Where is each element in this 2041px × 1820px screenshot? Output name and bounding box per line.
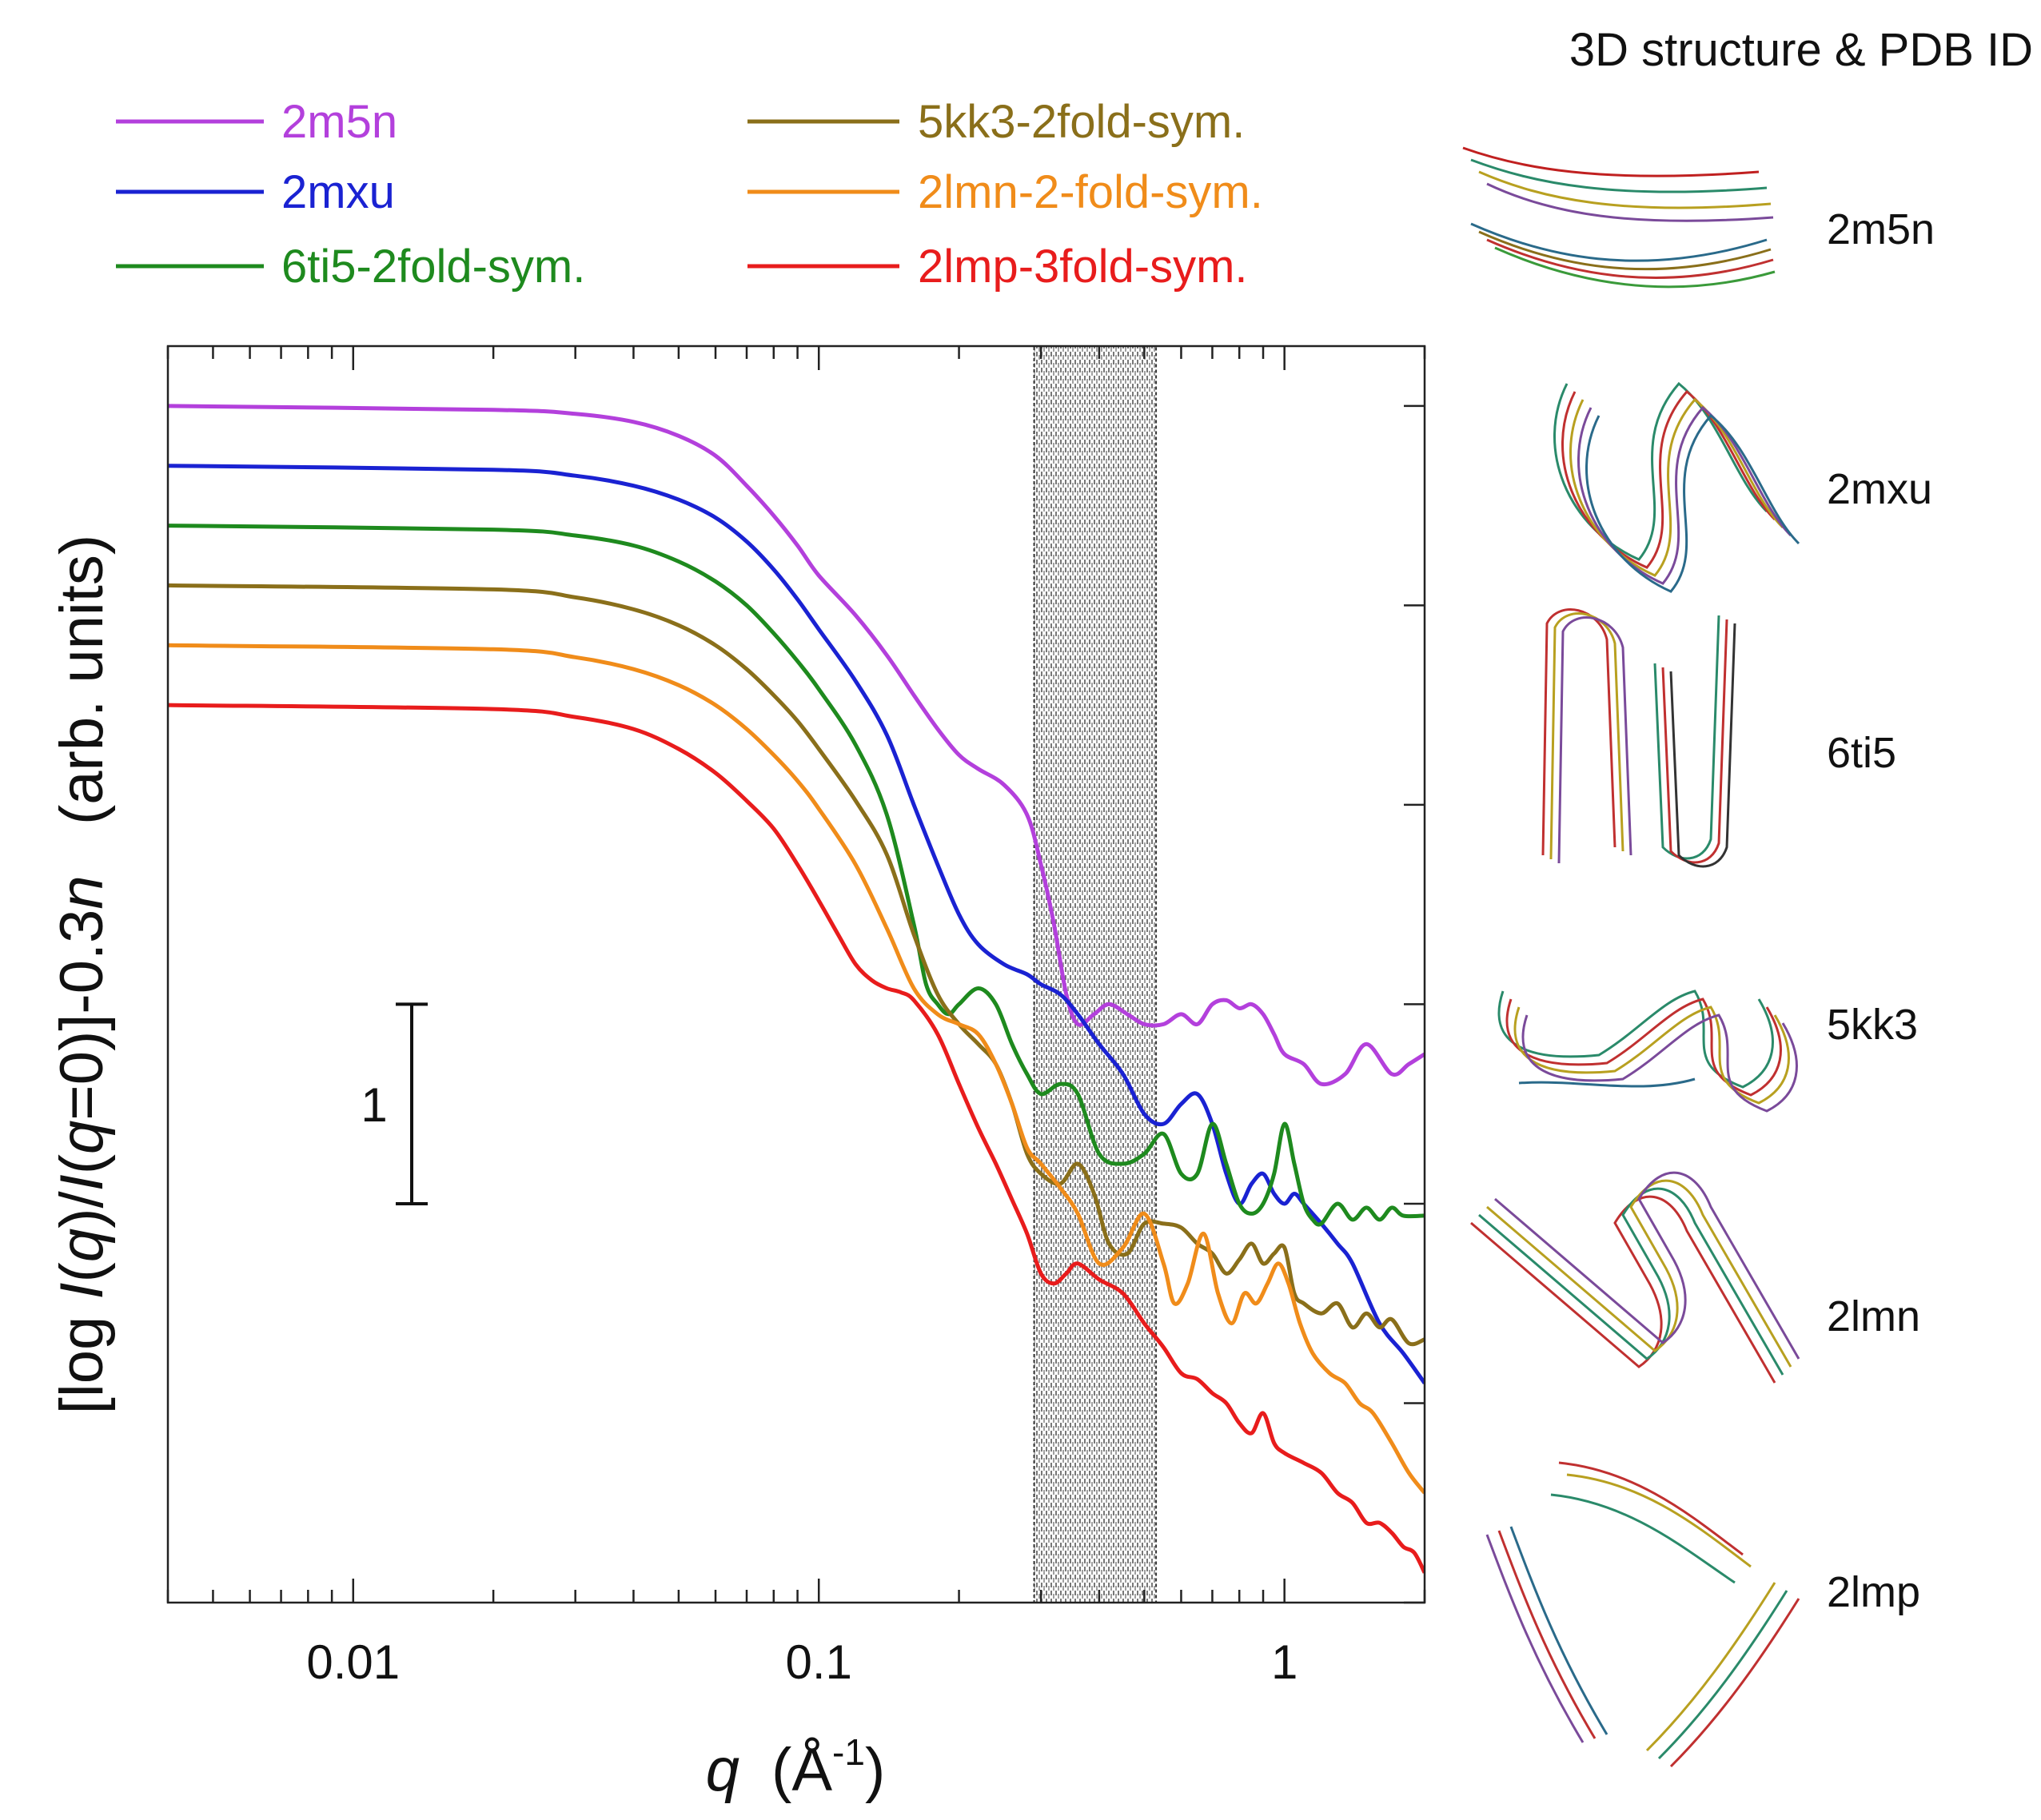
x-tick-labels: 0.01 0.1 1 <box>306 1635 1298 1689</box>
structure-label: 6ti5 <box>1827 729 1896 777</box>
ribbon-image <box>1470 1171 1800 1384</box>
legend-label: 6ti5-2fold-sym. <box>281 241 585 293</box>
plot-frame <box>166 344 1426 1604</box>
structure-label: 2m5n <box>1827 205 1935 253</box>
ribbon-image <box>1553 381 1800 593</box>
ribbon-image <box>1497 990 1798 1113</box>
x-tick-label: 0.1 <box>786 1635 852 1689</box>
x-tick-label: 1 <box>1271 1635 1298 1689</box>
legend-label: 2lmp-3fold-sym. <box>918 241 1248 293</box>
legend: 2m5n 2mxu 6ti5-2fold-sym. 5kk3-2fold-sym… <box>116 96 1263 293</box>
structure-label: 2mxu <box>1827 465 1932 513</box>
shaded-q-region <box>1033 345 1158 1603</box>
legend-label: 5kk3-2fold-sym. <box>918 96 1245 148</box>
series-line-2lmn <box>168 643 1425 1495</box>
legend-entry-6ti5: 6ti5-2fold-sym. <box>116 241 585 293</box>
tick-layer <box>166 346 1426 1604</box>
legend-entry-2mxu: 2mxu <box>116 166 395 218</box>
structure-2m5n: 2m5n <box>1462 146 1935 289</box>
y-axis-title: [log I(q)/I(q=0)]-0.3n (arb. units) <box>48 535 116 1414</box>
x-axis-title: q (Å-1) <box>706 1731 886 1804</box>
ribbon-image <box>1462 146 1776 289</box>
scale-bar: 1 <box>361 1002 428 1205</box>
structure-2mxu: 2mxu <box>1553 381 1932 593</box>
legend-label: 2mxu <box>281 166 395 218</box>
series-line-2m5n <box>168 404 1425 1087</box>
legend-entry-2lmn: 2lmn-2-fold-sym. <box>747 166 1263 218</box>
structure-6ti5: 6ti5 <box>1541 608 1896 868</box>
structure-2lmp: 2lmp <box>1485 1461 1920 1768</box>
structure-label: 5kk3 <box>1827 1001 1918 1049</box>
ribbon-image <box>1541 608 1736 868</box>
structure-label: 2lmp <box>1827 1568 1920 1616</box>
series-line-2mxu <box>168 464 1425 1384</box>
ribbon-image <box>1485 1461 1800 1768</box>
legend-entry-5kk3: 5kk3-2fold-sym. <box>747 96 1245 148</box>
legend-label: 2lmn-2-fold-sym. <box>918 166 1263 218</box>
series-layer <box>168 404 1425 1574</box>
x-tick-label: 0.01 <box>306 1635 400 1689</box>
structure-label: 2lmn <box>1827 1292 1920 1340</box>
legend-entry-2m5n: 2m5n <box>116 96 397 148</box>
series-line-5kk3 <box>168 583 1425 1347</box>
structure-5kk3: 5kk3 <box>1497 990 1918 1113</box>
scale-bar-label: 1 <box>361 1078 387 1132</box>
legend-entry-2lmp: 2lmp-3fold-sym. <box>747 241 1248 293</box>
structure-panel-title: 3D structure & PDB ID <box>1569 24 2033 76</box>
series-line-6ti5 <box>168 524 1425 1227</box>
series-line-2lmp <box>168 703 1425 1574</box>
structure-2lmn: 2lmn <box>1470 1171 1920 1384</box>
legend-label: 2m5n <box>281 96 397 148</box>
